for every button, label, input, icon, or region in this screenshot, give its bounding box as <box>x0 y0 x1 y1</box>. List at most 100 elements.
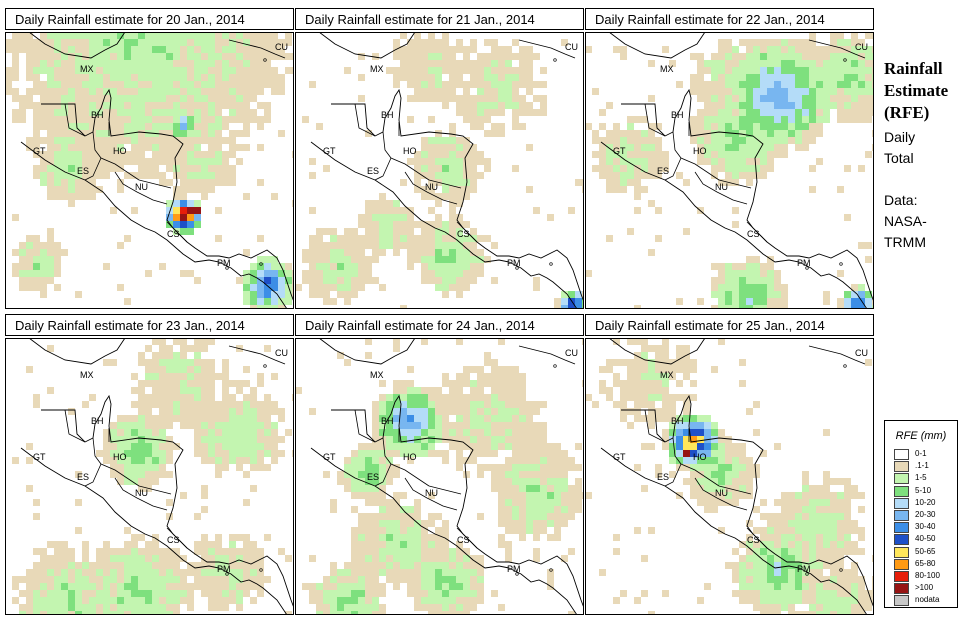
rainfall-cell <box>526 74 533 81</box>
rainfall-cell <box>739 298 746 305</box>
rainfall-cell <box>704 123 711 130</box>
country-label: CS <box>457 535 470 545</box>
map-panel-22-jan: Daily Rainfall estimate for 22 Jan., 201… <box>585 8 874 309</box>
rainfall-cell <box>278 46 285 53</box>
rainfall-cell <box>823 534 830 541</box>
rainfall-cell <box>61 123 68 130</box>
rainfall-cell <box>442 235 449 242</box>
rainfall-cell <box>547 506 554 513</box>
rainfall-cell <box>512 513 519 520</box>
rainfall-cell <box>379 214 386 221</box>
rainfall-cell <box>725 450 732 457</box>
rainfall-cell <box>96 32 103 39</box>
rainfall-cell <box>802 492 809 499</box>
rainfall-cell <box>407 548 414 555</box>
rainfall-cell <box>243 401 250 408</box>
rainfall-cell <box>627 228 634 235</box>
rainfall-cell <box>26 95 33 102</box>
rainfall-cell <box>456 242 463 249</box>
rainfall-cell <box>54 193 61 200</box>
rainfall-cell <box>739 53 746 60</box>
rainfall-cell <box>435 513 442 520</box>
rainfall-cell <box>229 179 236 186</box>
rainfall-cell <box>236 67 243 74</box>
rainfall-cell <box>124 81 131 88</box>
rainfall-cell <box>257 256 264 263</box>
rainfall-cell <box>421 95 428 102</box>
rainfall-cell <box>33 123 40 130</box>
rainfall-cell <box>400 443 407 450</box>
rainfall-cell <box>12 39 19 46</box>
rainfall-cell <box>166 380 173 387</box>
rainfall-cell <box>414 242 421 249</box>
rainfall-cell <box>54 151 61 158</box>
rainfall-cell <box>400 429 407 436</box>
rainfall-cell <box>173 95 180 102</box>
rainfall-cell <box>124 611 131 615</box>
rainfall-cell <box>89 123 96 130</box>
rainfall-cell <box>40 548 47 555</box>
rainfall-cell <box>131 534 138 541</box>
rainfall-cell <box>718 74 725 81</box>
rainfall-cell <box>89 46 96 53</box>
rainfall-cell <box>337 284 344 291</box>
map-frame <box>295 338 584 615</box>
rainfall-cell <box>781 513 788 520</box>
rainfall-cell <box>96 576 103 583</box>
rainfall-cell <box>365 562 372 569</box>
rainfall-cell <box>187 590 194 597</box>
rainfall-cell <box>760 137 767 144</box>
rainfall-cell <box>187 67 194 74</box>
rainfall-cell <box>215 457 222 464</box>
rainfall-cell <box>26 590 33 597</box>
rainfall-cell <box>725 130 732 137</box>
rainfall-cell <box>47 270 54 277</box>
rainfall-cell <box>243 394 250 401</box>
rainfall-cell <box>117 478 124 485</box>
rainfall-cell <box>75 562 82 569</box>
rainfall-cell <box>746 144 753 151</box>
rainfall-cell <box>407 387 414 394</box>
rainfall-cell <box>512 429 519 436</box>
rainfall-cell <box>725 60 732 67</box>
rainfall-cell <box>697 464 704 471</box>
rainfall-cell <box>830 527 837 534</box>
rainfall-cell <box>746 284 753 291</box>
rainfall-cell <box>187 186 194 193</box>
rainfall-cell <box>718 443 725 450</box>
rainfall-cell <box>264 102 271 109</box>
rainfall-cell <box>554 527 561 534</box>
rainfall-cell <box>788 527 795 534</box>
rainfall-cell <box>669 394 676 401</box>
rainfall-cell <box>12 270 19 277</box>
rainfall-cell <box>271 39 278 46</box>
rainfall-cell <box>208 436 215 443</box>
rainfall-cell <box>505 81 512 88</box>
rainfall-cell <box>33 562 40 569</box>
rainfall-cell <box>208 541 215 548</box>
rainfall-cell <box>725 151 732 158</box>
rainfall-cell <box>243 415 250 422</box>
rainfall-cell <box>365 590 372 597</box>
rainfall-cell <box>498 123 505 130</box>
rainfall-cell <box>124 548 131 555</box>
rainfall-cell <box>519 102 526 109</box>
rainfall-cell <box>746 555 753 562</box>
rainfall-cell <box>498 81 505 88</box>
rainfall-cell <box>512 415 519 422</box>
rainfall-cell <box>166 158 173 165</box>
rainfall-cell <box>830 492 837 499</box>
rainfall-cell <box>767 39 774 46</box>
rainfall-cell <box>421 604 428 611</box>
rainfall-cell <box>26 576 33 583</box>
rainfall-cell <box>250 291 257 298</box>
rainfall-cell <box>449 569 456 576</box>
rainfall-cell <box>704 137 711 144</box>
rainfall-cell <box>484 74 491 81</box>
sidebar-data-label: Data: <box>884 192 918 208</box>
rainfall-cell <box>194 179 201 186</box>
rainfall-cell <box>194 394 201 401</box>
rainfall-cell <box>491 102 498 109</box>
rainfall-cell <box>463 394 470 401</box>
